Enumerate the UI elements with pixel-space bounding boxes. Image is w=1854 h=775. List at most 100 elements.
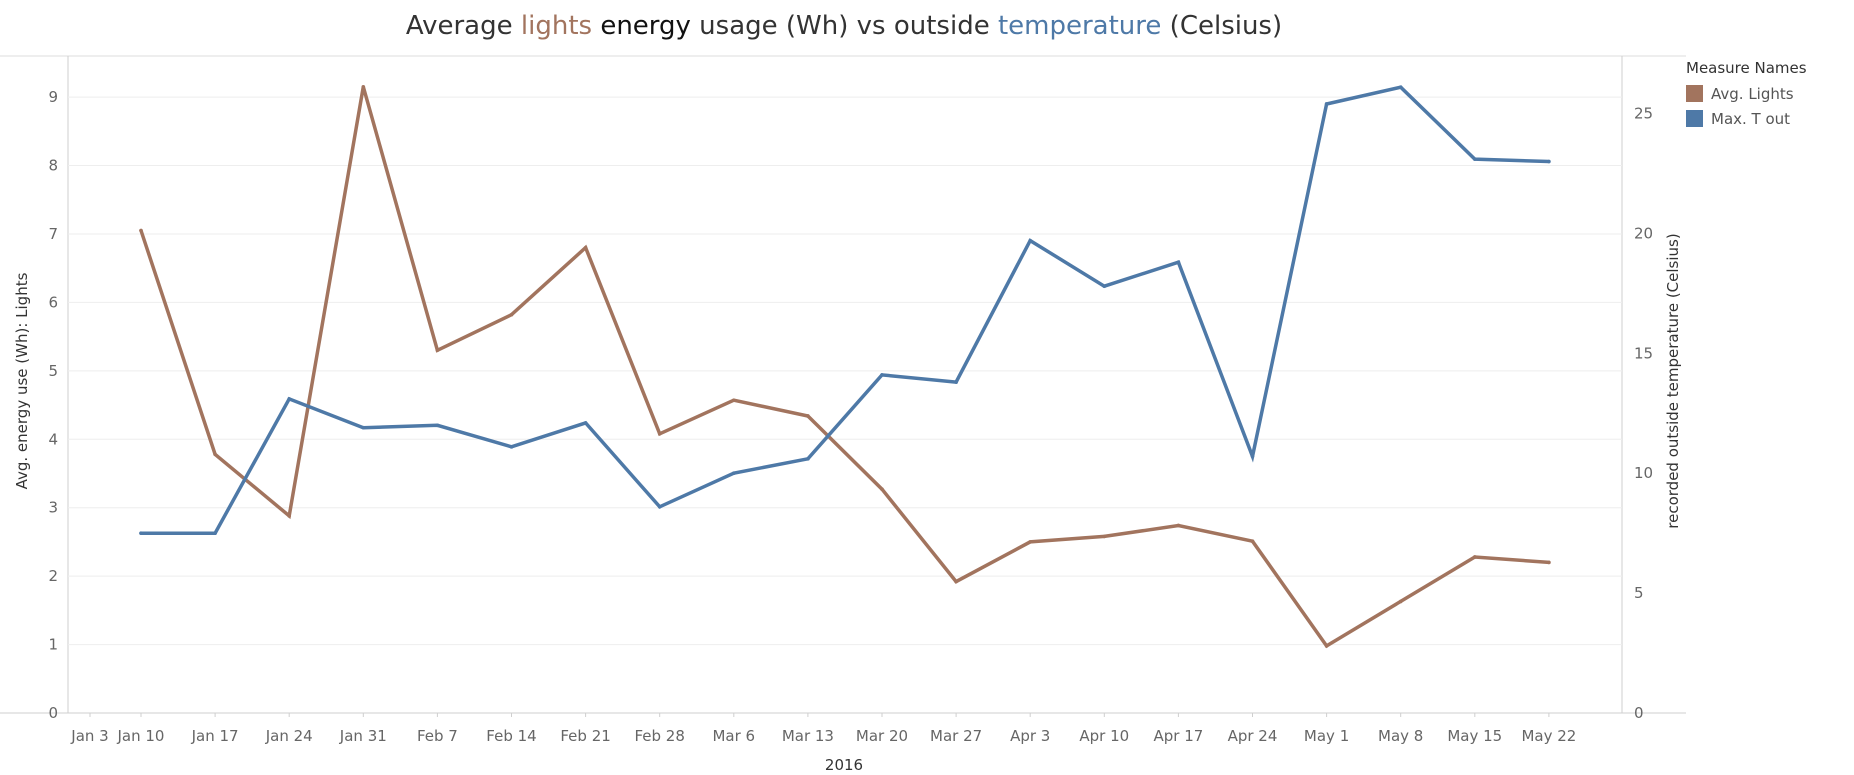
data-point[interactable] [1547,560,1551,565]
right-axis-title: recorded outside temperature (Celsius) [1664,233,1682,528]
data-point[interactable] [1398,85,1403,89]
legend: Measure Names Avg. Lights Max. T out [1686,58,1846,131]
left-tick-label: 1 [48,636,58,654]
data-point[interactable] [213,531,217,535]
data-point[interactable] [361,425,366,430]
data-point[interactable] [509,312,514,317]
data-point[interactable] [732,398,736,403]
x-tick-label: Apr 24 [1228,727,1278,745]
data-point[interactable] [139,228,143,233]
right-tick-label: 5 [1634,584,1644,602]
right-tick-label: 0 [1634,704,1644,722]
x-tick-label: Apr 17 [1153,727,1203,745]
x-tick-label: Jan 17 [191,727,239,745]
x-tick-label: Jan 3 [70,727,108,745]
data-point[interactable] [657,431,662,436]
data-point[interactable] [287,397,292,401]
data-point[interactable] [287,514,292,518]
left-tick-label: 7 [48,225,58,243]
data-point[interactable] [954,579,958,584]
left-tick-label: 3 [48,499,58,517]
data-point[interactable] [880,373,884,377]
x-tick-label: Mar 20 [856,727,908,745]
legend-label: Max. T out [1711,109,1791,128]
plot-frame [0,55,1686,714]
left-axis-ticks: 0 1 2 3 4 5 6 7 8 9 [48,88,58,722]
data-point[interactable] [435,348,440,353]
title-segment: energy [592,11,691,41]
series-line-max-t-out[interactable] [139,85,1551,535]
right-tick-label: 10 [1634,464,1653,482]
data-point[interactable] [1324,102,1329,106]
title-segment: Average [406,11,521,41]
series-line-avg-lights[interactable] [139,86,1551,649]
data-point[interactable] [583,421,588,425]
left-tick-label: 9 [48,88,58,106]
x-tick-label: Mar 13 [782,727,834,745]
data-point[interactable] [880,487,884,492]
legend-swatch-max-t-out [1686,110,1703,127]
right-tick-label: 15 [1634,344,1653,362]
left-tick-label: 4 [48,430,58,448]
data-point[interactable] [657,504,662,509]
x-tick-label: Feb 21 [560,727,610,745]
right-tick-label: 20 [1634,224,1653,242]
chart-title: Average lights energy usage (Wh) vs outs… [406,11,1282,41]
data-point[interactable] [1547,159,1551,164]
data-point[interactable] [1102,534,1107,539]
data-point[interactable] [806,414,810,418]
data-point[interactable] [1176,260,1181,265]
data-point[interactable] [1473,555,1477,559]
legend-label: Avg. Lights [1711,84,1794,103]
data-point[interactable] [361,84,366,89]
x-tick-label: Jan 10 [117,727,165,745]
data-point[interactable] [1250,454,1255,459]
x-tick-label: Apr 3 [1010,727,1050,745]
title-segment: lights [521,11,592,41]
right-tick-label: 25 [1634,105,1653,123]
title-segment: (Celsius) [1161,11,1282,41]
data-point[interactable] [1102,284,1107,288]
data-point[interactable] [139,531,143,535]
x-axis-ticks: Jan 3 Jan 10 Jan 17 Jan 24 Jan 31 Feb 7 Feb 14… [70,713,1576,745]
left-tick-label: 0 [48,704,58,722]
data-point[interactable] [583,245,588,250]
title-segment: temperature [998,11,1161,41]
x-tick-label: Feb 7 [417,727,458,745]
x-tick-label: Feb 14 [486,727,536,745]
data-point[interactable] [1028,540,1032,544]
data-point[interactable] [1028,238,1032,243]
x-axis-title: 2016 [825,756,863,774]
series-layer [139,84,1551,649]
data-point[interactable] [1398,599,1403,604]
legend-item-avg-lights[interactable]: Avg. Lights [1686,81,1846,106]
title-segment: usage (Wh) vs outside [691,11,998,41]
x-tick-label: Apr 10 [1079,727,1129,745]
left-tick-label: 6 [48,293,58,311]
legend-title: Measure Names [1686,59,1807,77]
x-tick-label: May 1 [1304,727,1349,745]
data-point[interactable] [1250,539,1255,544]
data-point[interactable] [1473,157,1477,161]
legend-swatch-avg-lights [1686,85,1703,102]
left-axis-title: Avg. energy use (Wh): Lights [13,272,31,489]
x-tick-label: Jan 31 [339,727,387,745]
x-tick-label: May 8 [1378,727,1423,745]
left-tick-label: 8 [48,157,58,175]
data-point[interactable] [732,471,736,476]
data-point[interactable] [509,445,514,449]
left-tick-label: 2 [48,567,58,585]
legend-item-max-t-out[interactable]: Max. T out [1686,106,1846,131]
data-point[interactable] [1176,523,1181,528]
data-point[interactable] [806,457,810,461]
data-point[interactable] [954,380,958,384]
data-point[interactable] [213,452,217,457]
left-tick-label: 5 [48,362,58,380]
x-tick-label: Feb 28 [634,727,684,745]
x-tick-label: Mar 6 [712,727,755,745]
x-tick-label: Mar 27 [930,727,982,745]
data-point[interactable] [435,423,440,428]
x-tick-label: Jan 24 [265,727,313,745]
data-point[interactable] [1324,644,1329,648]
